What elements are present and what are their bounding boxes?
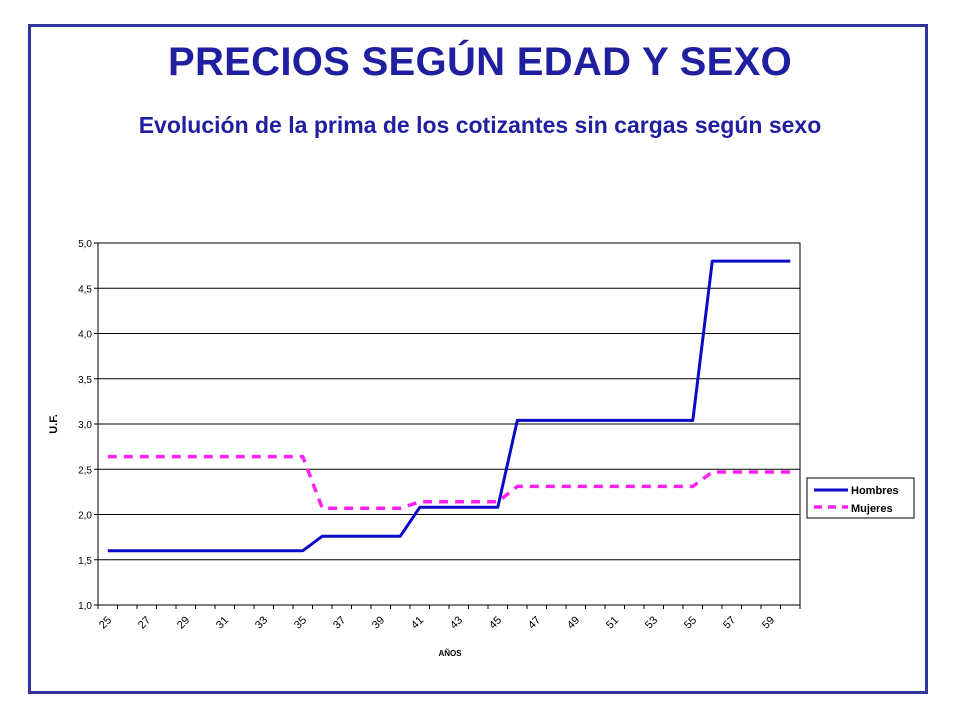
y-tick-label: 1,5	[78, 556, 92, 567]
page-title: PRECIOS SEGÚN EDAD Y SEXO	[168, 40, 792, 84]
legend-label-hombres: Hombres	[851, 485, 899, 497]
x-tick-label: 51	[604, 614, 621, 631]
x-tick-label: 33	[253, 614, 270, 631]
x-tick-label: 43	[448, 614, 465, 631]
x-tick-label: 29	[175, 614, 192, 631]
page-subtitle: Evolución de la prima de los cotizantes …	[138, 112, 822, 138]
x-tick-label: 57	[721, 614, 738, 631]
y-tick-label: 4,0	[78, 330, 92, 341]
legend-label-mujeres: Mujeres	[851, 503, 893, 515]
x-tick-label: 25	[97, 614, 114, 631]
x-tick-label: 35	[292, 614, 309, 631]
x-tick-label: 47	[526, 614, 543, 631]
series-line-mujeres	[107, 454, 791, 510]
legend-box	[806, 477, 915, 519]
x-tick-label: 55	[682, 614, 699, 631]
axes: 1,0 1,5 2,0 2,5 3,0 3,5 4,0 4,5 5,0 25 27 29 31 33 35 3…	[78, 239, 801, 631]
series	[107, 259, 791, 553]
y-tick-label: 4,5	[78, 284, 92, 295]
x-tick-label: 45	[487, 614, 504, 631]
x-tick-label: 53	[643, 614, 660, 631]
series-line-hombres	[107, 259, 791, 553]
x-tick-label: 27	[136, 614, 153, 631]
slide-frame	[28, 24, 928, 694]
y-tick-label: 5,0	[78, 239, 92, 250]
x-tick-label: 39	[370, 614, 387, 631]
x-tick-label: 41	[409, 614, 426, 631]
y-tick-label: 2,0	[78, 511, 92, 522]
y-axis-label: U.F.	[48, 414, 60, 434]
y-tick-label: 3,5	[78, 375, 92, 386]
legend: Hombres Mujeres	[806, 477, 915, 519]
x-tick-label: 31	[214, 614, 231, 631]
y-tick-label: 2,5	[78, 465, 92, 476]
y-tick-label: 1,0	[78, 601, 92, 612]
y-tick-label: 3,0	[78, 420, 92, 431]
x-axis-label: AÑOS	[438, 649, 462, 658]
grid	[98, 242, 800, 561]
x-tick-label: 37	[331, 614, 348, 631]
x-tick-label: 49	[565, 614, 582, 631]
x-tick-label: 59	[760, 614, 777, 631]
